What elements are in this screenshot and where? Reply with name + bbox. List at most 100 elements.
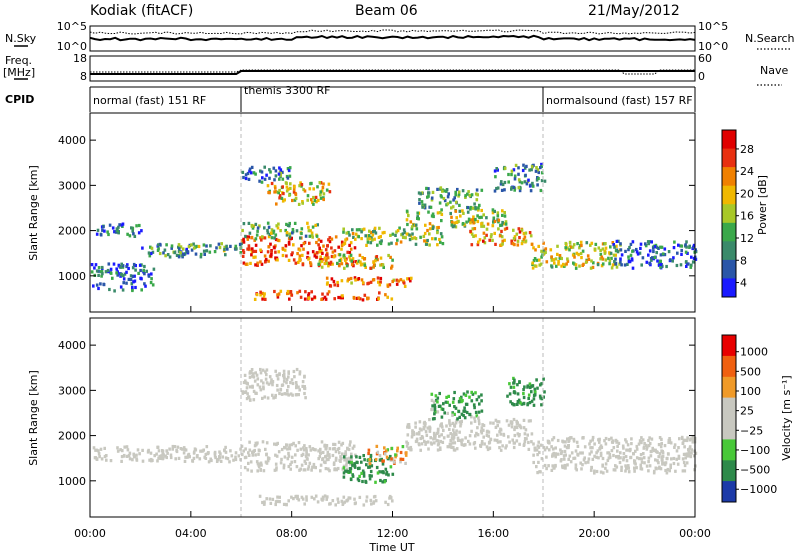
power-cell <box>607 256 610 260</box>
power-cell <box>266 184 270 188</box>
power-cell <box>500 180 503 184</box>
velocity-cell <box>545 446 549 450</box>
velocity-cell <box>171 447 174 451</box>
power-cell <box>493 231 496 235</box>
power-cell <box>396 229 400 233</box>
power-cell <box>256 261 259 265</box>
velocity-cell <box>643 442 646 446</box>
power-cell <box>270 231 273 235</box>
velocity-cell <box>522 402 526 406</box>
power-cell <box>610 266 614 270</box>
velocity-cell <box>314 494 318 498</box>
power-cell <box>663 247 667 251</box>
velocity-cell <box>210 458 213 463</box>
velocity-cell <box>457 409 461 414</box>
power-cell <box>350 281 353 285</box>
power-cell <box>312 202 315 206</box>
power-cell <box>497 227 500 231</box>
velocity-cell <box>437 442 441 446</box>
velocity-cell <box>606 451 609 455</box>
velocity-cell <box>254 391 257 395</box>
velocity-cell <box>482 423 486 428</box>
velocity-cell <box>494 418 498 422</box>
power-cell <box>192 242 195 246</box>
velocity-cell <box>522 418 526 422</box>
power-cell <box>325 257 328 261</box>
power-cell <box>306 251 310 255</box>
power-cell <box>572 243 576 247</box>
power-cell <box>475 198 479 202</box>
power-cell <box>608 262 611 266</box>
velocity-cell <box>462 409 465 413</box>
power-cell <box>408 277 411 281</box>
velocity-cell <box>622 446 625 450</box>
power-cell <box>406 277 409 281</box>
power-cell <box>173 251 176 255</box>
power-cell <box>259 260 262 264</box>
velocity-cell <box>658 452 662 456</box>
power-cell <box>541 171 544 175</box>
velocity-cell <box>244 455 248 459</box>
velocity-cell <box>186 455 189 459</box>
power-region <box>405 208 508 230</box>
velocity-cell <box>513 427 516 432</box>
power-cell <box>517 178 521 182</box>
velocity-cell <box>334 456 338 460</box>
velocity-cell <box>512 385 516 389</box>
power-cell <box>107 232 110 237</box>
power-cell <box>557 260 560 264</box>
velocity-cell <box>532 453 535 457</box>
power-cell <box>325 261 329 265</box>
power-cell <box>520 242 524 246</box>
velocity-cell <box>682 460 686 465</box>
power-cell <box>442 196 446 201</box>
velocity-cell <box>181 447 184 451</box>
velocity-cell <box>595 469 599 474</box>
velocity-cell <box>381 459 384 463</box>
velocity-cell <box>508 440 511 444</box>
power-cell <box>496 214 500 218</box>
velocity-cell <box>467 439 470 443</box>
power-cell <box>293 221 297 225</box>
power-cell <box>273 236 276 240</box>
power-cell <box>138 263 142 267</box>
power-cell <box>223 245 226 249</box>
power-cell <box>247 244 251 248</box>
velocity-cell <box>628 449 632 453</box>
colorbar-tick-label: 1000 <box>740 346 768 359</box>
velocity-cell <box>352 444 356 448</box>
velocity-cell <box>629 456 632 460</box>
power-cell <box>534 248 537 252</box>
power-cell <box>351 232 355 236</box>
velocity-cell <box>381 480 384 484</box>
power-cell <box>512 185 516 189</box>
power-cell <box>241 170 245 174</box>
power-cell <box>513 174 517 178</box>
power-cell <box>575 251 579 255</box>
power-cell <box>313 254 317 258</box>
velocity-cell <box>378 470 381 474</box>
velocity-cell <box>570 451 574 455</box>
velocity-cell <box>287 375 290 379</box>
power-cell <box>276 258 279 262</box>
power-cell <box>321 186 325 190</box>
velocity-cell <box>182 446 186 450</box>
power-cell <box>269 242 272 246</box>
power-region <box>241 235 357 268</box>
velocity-cell <box>267 382 271 386</box>
power-cell <box>357 296 360 300</box>
velocity-cell <box>414 425 417 429</box>
velocity-cell <box>448 421 451 425</box>
power-cell <box>535 166 538 170</box>
velocity-cell <box>513 378 516 382</box>
power-cell <box>358 228 361 232</box>
power-cell <box>303 189 307 193</box>
velocity-cell <box>473 441 477 445</box>
velocity-cell <box>266 396 270 400</box>
velocity-cell <box>148 458 151 462</box>
power-cell <box>498 234 502 238</box>
power-cell <box>694 248 697 252</box>
power-cell <box>493 189 497 193</box>
power-cell <box>239 251 243 255</box>
power-cell <box>543 179 547 183</box>
